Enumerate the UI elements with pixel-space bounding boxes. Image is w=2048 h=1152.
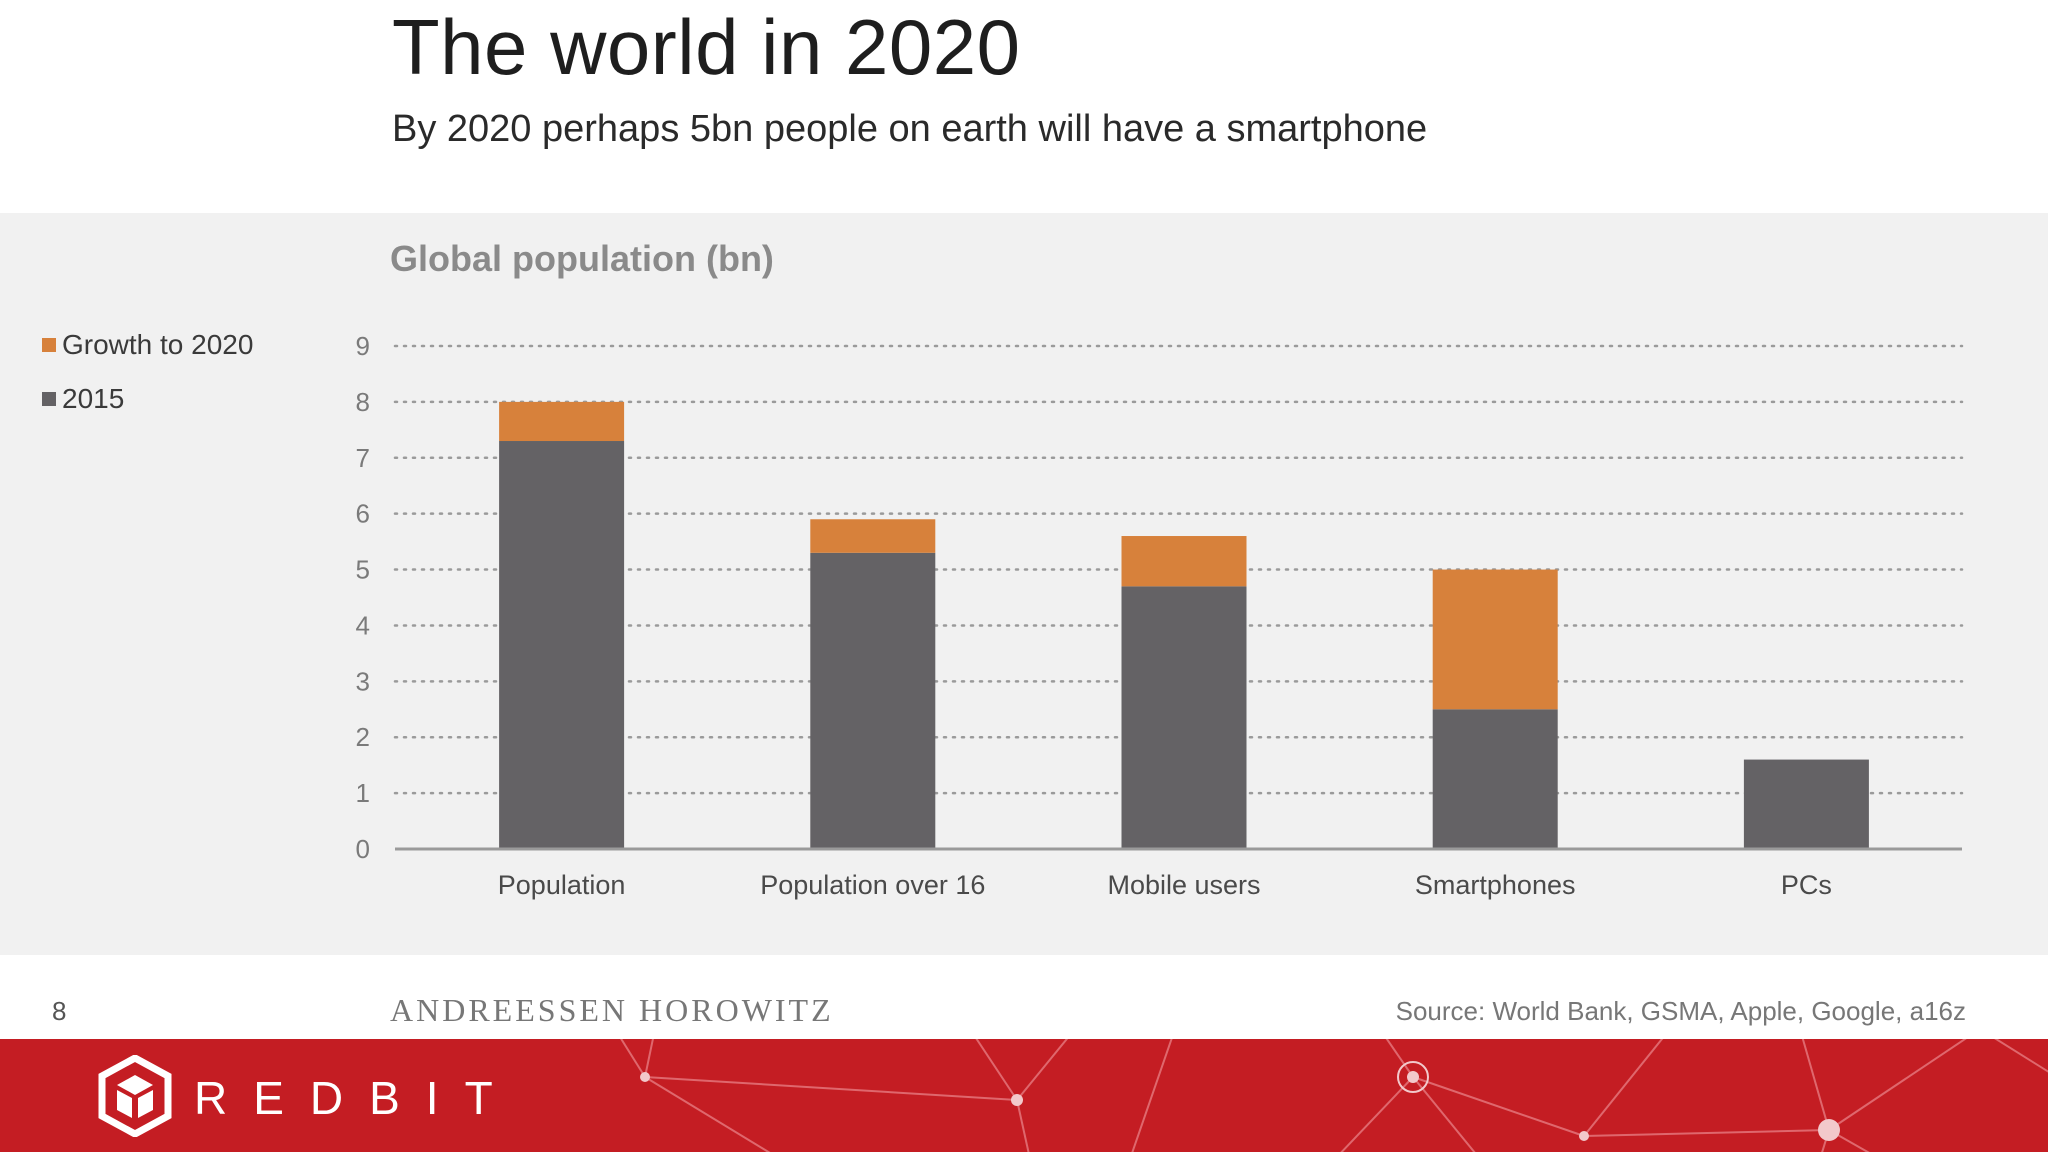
x-tick-label-4: PCs [1781,870,1832,900]
y-tick-label-7: 7 [356,443,370,473]
bar-3-series-1 [1432,569,1558,710]
chart-panel [0,213,2048,955]
y-tick-label-9: 9 [356,331,370,361]
y-tick-label-5: 5 [356,555,370,585]
legend-label-2015: 2015 [62,383,125,414]
y-tick-label-6: 6 [356,499,370,529]
y-tick-label-0: 0 [356,834,370,864]
network-pattern [620,1039,2048,1152]
source-note: Source: World Bank, GSMA, Apple, Google,… [1395,996,1966,1026]
bar-2-series-0 [1121,586,1247,849]
footer-brand: ANDREESSEN HOROWITZ [390,992,834,1028]
y-tick-label-8: 8 [356,387,370,417]
page-number: 8 [52,996,67,1026]
y-tick-label-1: 1 [356,778,370,808]
legend-label-growth: Growth to 2020 [62,329,254,360]
bar-0-series-0 [499,441,625,849]
stacked-bar-chart: 0 1 2 3 4 5 6 7 8 9 Population Population over 16 Mo… [356,331,1964,900]
redbit-cube-logo-icon [98,1055,172,1137]
x-tick-label-3: Smartphones [1415,870,1576,900]
chart-legend: Growth to 2020 2015 [42,329,254,438]
chart-title: Global population (bn) [390,238,774,279]
x-tick-label-2: Mobile users [1107,870,1260,900]
bar-0-series-1 [499,401,625,442]
slide-subtitle: By 2020 perhaps 5bn people on earth will… [392,108,1428,150]
y-tick-label-4: 4 [356,610,370,640]
legend-swatch-growth [42,338,56,352]
bar-1-series-0 [810,552,936,849]
x-tick-label-0: Population [498,870,626,900]
legend-swatch-2015 [42,392,56,406]
bar-2-series-1 [1121,536,1247,587]
y-tick-label-2: 2 [356,722,370,752]
banner-brand: REDBIT [194,1072,519,1124]
slide-title: The world in 2020 [392,3,1021,91]
bar-1-series-1 [810,519,936,553]
legend-item-growth: Growth to 2020 [42,329,254,360]
redbit-banner: REDBIT [0,1039,2048,1152]
bar-4-series-0 [1743,759,1869,849]
bar-3-series-0 [1432,709,1558,849]
y-tick-label-3: 3 [356,666,370,696]
x-tick-label-1: Population over 16 [760,870,985,900]
legend-item-2015: 2015 [42,383,253,414]
